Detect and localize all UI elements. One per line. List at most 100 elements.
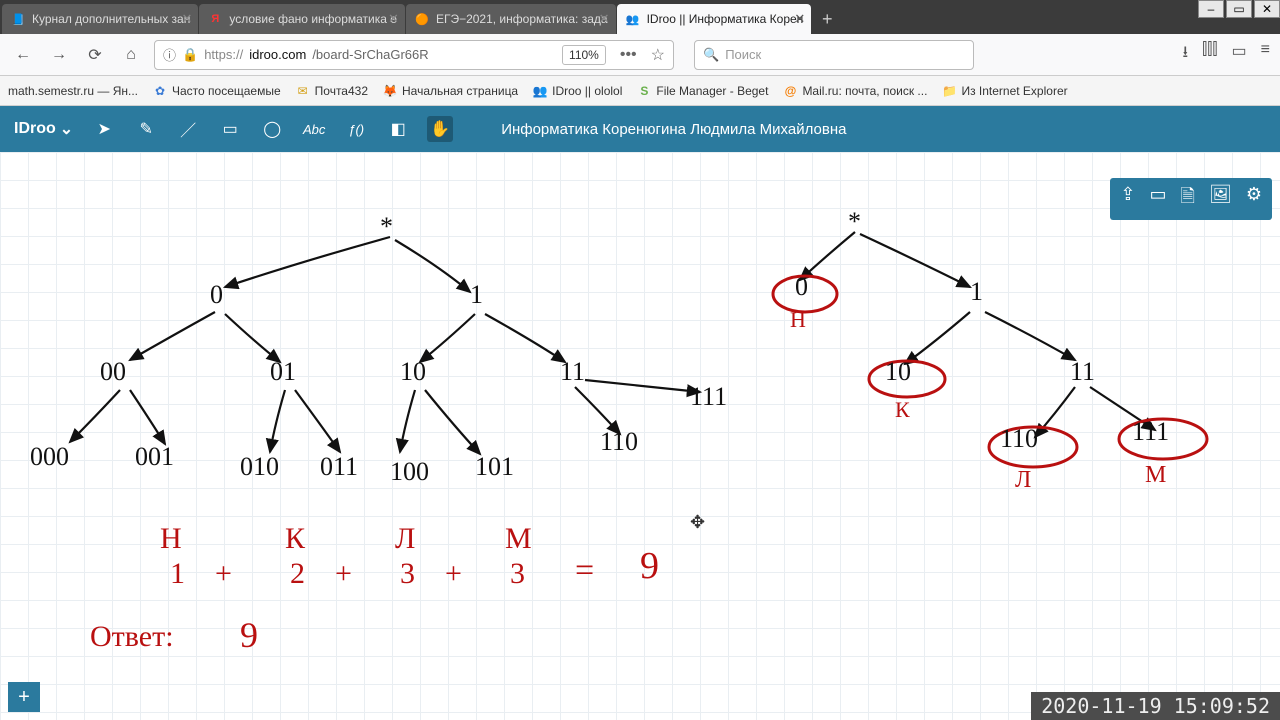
bookmark-1-label: Часто посещаемые xyxy=(172,84,281,98)
lt-10: 10 xyxy=(400,357,426,387)
forward-button[interactable]: → xyxy=(46,42,72,68)
reload-button[interactable]: ⟳ xyxy=(82,42,108,68)
eq-letter-3: М xyxy=(505,522,532,556)
search-placeholder: Поиск xyxy=(725,47,761,62)
rt-111: 111 xyxy=(1132,417,1169,447)
share-icon[interactable]: ⇪ xyxy=(1120,184,1135,214)
tab-1-label: условие фано информатика е xyxy=(229,12,397,26)
idroo-logo-caret-icon: ⌄ xyxy=(60,119,73,139)
tree-arrows xyxy=(0,152,1280,720)
bookmark-0[interactable]: math.semestr.ru — Ян... xyxy=(8,84,138,98)
lt-011: 011 xyxy=(320,452,358,482)
bookmark-1-icon: ✿ xyxy=(152,83,168,99)
bookmark-1[interactable]: ✿ Часто посещаемые xyxy=(152,83,281,99)
tab-2[interactable]: 🟠 ЕГЭ−2021, информатика: зада ✕ xyxy=(406,4,616,34)
maximize-button[interactable]: ▭ xyxy=(1226,0,1252,18)
text-tool-icon[interactable]: Abc xyxy=(301,116,327,142)
lt-110: 110 xyxy=(600,427,638,457)
lt-11: 11 xyxy=(560,357,585,387)
whiteboard-canvas[interactable]: * 0 1 00 01 10 11 000 001 010 011 100 10… xyxy=(0,152,1280,720)
bookmark-2-label: Почта432 xyxy=(315,84,368,98)
bookmark-4[interactable]: 👥IDroo || ololol xyxy=(532,83,622,99)
menu-icon[interactable]: ≡ xyxy=(1261,41,1270,68)
tab-1-close-icon[interactable]: ✕ xyxy=(388,11,399,27)
bookmark-3-label: Начальная страница xyxy=(402,84,518,98)
tab-0[interactable]: 📘 Курнал дополнительных зан ✕ xyxy=(2,4,198,34)
eq-plus-2: + xyxy=(445,557,462,591)
bookmark-2-icon: ✉ xyxy=(295,83,311,99)
tab-0-close-icon[interactable]: ✕ xyxy=(181,11,192,27)
page-action-icon[interactable]: ••• xyxy=(620,46,637,64)
rt-1: 1 xyxy=(970,277,983,307)
bookmark-7[interactable]: 📁Из Internet Explorer xyxy=(941,83,1067,99)
lt-1: 1 xyxy=(470,280,483,310)
formula-tool-icon[interactable]: ƒ() xyxy=(343,116,369,142)
lt-00: 00 xyxy=(100,357,126,387)
eq-letter-0: Н xyxy=(160,522,182,556)
hand-tool-icon[interactable]: ✋ xyxy=(427,116,453,142)
lt-001: 001 xyxy=(135,442,174,472)
rect-tool-icon[interactable]: ▭ xyxy=(217,116,243,142)
sidebar-icon[interactable]: ▭ xyxy=(1232,41,1247,68)
eq-plus-1: + xyxy=(335,557,352,591)
lock-icon: 🔒 xyxy=(182,47,198,63)
idroo-toolbox: ➤ ✎ ／ ▭ ◯ Abc ƒ() ◧ ✋ xyxy=(91,116,453,142)
search-box[interactable]: 🔍 Поиск xyxy=(694,40,974,70)
pointer-tool-icon[interactable]: ➤ xyxy=(91,116,117,142)
new-tab-button[interactable]: + xyxy=(812,4,842,34)
minimize-button[interactable]: – xyxy=(1198,0,1224,18)
ellipse-tool-icon[interactable]: ◯ xyxy=(259,116,285,142)
eq-num-0: 1 xyxy=(170,557,185,591)
rt-110: 110 xyxy=(1000,424,1038,454)
home-button[interactable]: ⌂ xyxy=(118,42,144,68)
bookmark-5[interactable]: S File Manager - Beget xyxy=(636,83,768,99)
lt-101: 101 xyxy=(475,452,514,482)
tab-1[interactable]: Я условие фано информатика е ✕ xyxy=(199,4,405,34)
url-box[interactable]: ⓘ 🔒 https://idroo.com/board-SrChaGr66R 1… xyxy=(154,40,674,70)
gear-icon[interactable]: ⚙ xyxy=(1246,184,1262,214)
idroo-logo[interactable]: IDroo ⌄ xyxy=(14,119,73,139)
url-protocol: https:// xyxy=(204,47,243,62)
tab-2-close-icon[interactable]: ✕ xyxy=(599,11,610,27)
pen-tool-icon[interactable]: ✎ xyxy=(133,116,159,142)
circle-0 xyxy=(770,272,850,322)
eq-letter-1: К xyxy=(285,522,305,556)
rt-11: 11 xyxy=(1070,357,1095,387)
zoom-badge[interactable]: 110% xyxy=(562,45,606,65)
add-page-button[interactable]: + xyxy=(8,682,40,712)
info-icon[interactable]: ⓘ xyxy=(163,45,176,64)
rt-0: 0 xyxy=(795,272,808,302)
lt-000: 000 xyxy=(30,442,69,472)
line-tool-icon[interactable]: ／ xyxy=(175,116,201,142)
bookmark-star-icon[interactable]: ☆ xyxy=(651,45,665,65)
idroo-logo-text: IDroo xyxy=(14,120,56,138)
bookmark-3[interactable]: 🦊 Начальная страница xyxy=(382,83,518,99)
downloads-icon[interactable]: ⭳ xyxy=(1183,41,1189,68)
eq-num-1: 2 xyxy=(290,557,305,591)
eq-num-3: 3 xyxy=(510,557,525,591)
tab-0-favicon-icon: 📘 xyxy=(10,11,26,27)
tab-3-close-icon[interactable]: ✕ xyxy=(794,11,805,27)
board-title: Информатика Коренюгина Людмила Михайловн… xyxy=(501,121,846,138)
image-icon[interactable]: 🖼 xyxy=(1209,184,1232,214)
bookmark-5-label: File Manager - Beget xyxy=(656,84,768,98)
bookmark-2[interactable]: ✉ Почта432 xyxy=(295,83,368,99)
close-window-button[interactable]: ✕ xyxy=(1254,0,1280,18)
timestamp-overlay: 2020-11-19 15:09:52 xyxy=(1031,692,1280,720)
tag-110: Л xyxy=(1015,467,1031,494)
library-icon[interactable]: ⫿⫿⫿ xyxy=(1202,41,1217,68)
tag-0: Н xyxy=(790,307,806,333)
bookmark-6[interactable]: @Mail.ru: почта, поиск ... xyxy=(782,83,927,99)
tab-3-favicon-icon: 👥 xyxy=(625,11,641,27)
notes-icon[interactable]: 🗎 xyxy=(1181,184,1195,214)
tag-111: М xyxy=(1145,462,1166,489)
eraser-tool-icon[interactable]: ◧ xyxy=(385,116,411,142)
bookmark-3-icon: 🦊 xyxy=(382,83,398,99)
bookmark-4-label: IDroo || ololol xyxy=(552,84,622,98)
chat-icon[interactable]: ▭ xyxy=(1150,184,1167,214)
lt-100: 100 xyxy=(390,457,429,487)
tab-3-active[interactable]: 👥 IDroo || Информатика Корен ✕ xyxy=(617,4,812,34)
lt-0: 0 xyxy=(210,280,223,310)
back-button[interactable]: ← xyxy=(10,42,36,68)
bookmark-5-icon: S xyxy=(636,83,652,99)
